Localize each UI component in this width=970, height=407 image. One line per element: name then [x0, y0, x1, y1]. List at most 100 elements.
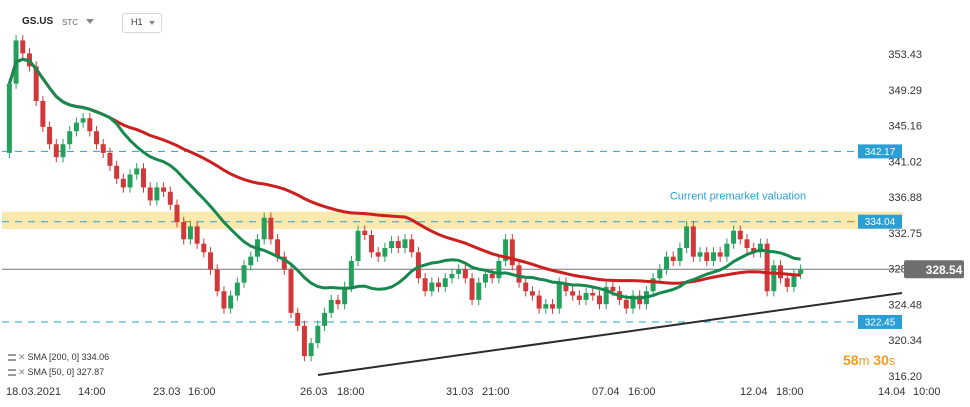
candle-body [798, 269, 804, 274]
candle-body [60, 144, 66, 158]
candle-body [657, 269, 663, 279]
x-tick-label: 18:00 [776, 386, 804, 398]
countdown-seconds: 30 [873, 352, 889, 368]
level-tag [858, 214, 902, 229]
candle-body [415, 252, 421, 279]
candle-body [308, 343, 314, 357]
candle-body [476, 282, 482, 300]
settings-icon[interactable] [8, 354, 16, 362]
sma50-legend[interactable]: ✕ SMA [50, 0] 327.87 [8, 367, 104, 378]
candle-body [201, 243, 207, 253]
symbol-label[interactable]: GS.US [22, 16, 54, 27]
candle-body [107, 152, 113, 166]
candle-body [402, 239, 408, 248]
y-tick-label: 341.02 [888, 156, 922, 168]
candle-body [348, 260, 354, 287]
close-icon[interactable]: ✕ [18, 367, 26, 377]
x-tick-label: 23.03 [153, 386, 181, 398]
sma200-legend[interactable]: ✕ SMA [200, 0] 334.06 [8, 352, 109, 363]
candle-body [295, 312, 301, 326]
x-tick-label: 18.03.2021 [6, 386, 61, 398]
candle-body [462, 269, 468, 279]
countdown-m: m [858, 353, 870, 368]
candle-body [536, 295, 542, 309]
candle-body [47, 126, 53, 145]
x-tick-label: 10:00 [913, 386, 941, 398]
candle-body [704, 252, 710, 261]
candle-body [744, 239, 750, 248]
y-tick-label: 345.16 [888, 121, 922, 133]
candle-body [87, 118, 93, 132]
candle-body [630, 295, 636, 309]
sma200-value: 334.06 [81, 352, 110, 362]
settings-icon[interactable] [8, 369, 16, 377]
trend-line [317, 291, 903, 376]
level-label: 334.04 [865, 217, 896, 228]
candle-body [516, 265, 522, 283]
candle-body [496, 260, 502, 279]
candle-body [429, 282, 435, 292]
candle-body [764, 243, 770, 292]
level-tag [858, 144, 902, 159]
timeframe-select[interactable]: H1 [122, 13, 162, 33]
chart-toolbar: GS.US STC H1 [0, 0, 970, 34]
candle-body [436, 282, 442, 287]
candle-body [315, 325, 321, 344]
candle-body [603, 286, 609, 305]
candle-body [234, 282, 240, 296]
candle-body [187, 226, 193, 240]
level-label: 342.17 [865, 147, 896, 158]
candle-body [449, 273, 455, 279]
candle-body [161, 187, 167, 192]
candle-body [596, 295, 602, 305]
y-tick-label: 332.75 [888, 228, 922, 240]
sma200-name: SMA [200, 0] [27, 352, 80, 362]
level-tag [858, 314, 902, 329]
candle-body [328, 299, 334, 313]
chevron-down-icon[interactable] [86, 19, 94, 24]
candle-body [523, 282, 529, 292]
candle-body [40, 100, 46, 127]
candle-body [248, 256, 254, 266]
market-label[interactable]: STC [62, 18, 78, 27]
sma50-line [7, 57, 801, 300]
y-tick-label: 336.88 [888, 192, 922, 204]
candle-body [20, 40, 26, 54]
x-tick-label: 07.04 [592, 386, 620, 398]
x-tick-label: 16:00 [628, 386, 656, 398]
candle-body [710, 252, 716, 261]
candle-body [181, 222, 187, 240]
candle-body [469, 278, 475, 300]
candle-body [637, 295, 643, 305]
level-label: 322.45 [865, 317, 896, 328]
candle-body [268, 217, 274, 240]
candle-body [751, 247, 757, 253]
candle-body [355, 230, 361, 261]
candle-body [80, 118, 86, 123]
candle-body [94, 131, 100, 145]
close-icon[interactable]: ✕ [18, 352, 26, 362]
candle-body [288, 269, 294, 313]
candle-body [342, 286, 348, 305]
candle-body [73, 122, 79, 132]
candle-body [281, 256, 287, 270]
x-tick-label: 12.04 [740, 386, 768, 398]
y-tick-label: 320.34 [888, 335, 922, 347]
candle-body [221, 291, 227, 309]
candle-body [690, 226, 696, 257]
y-tick-label: 316.20 [888, 371, 922, 383]
candle-body [697, 252, 703, 257]
candle-body [362, 230, 368, 236]
candle-body [228, 295, 234, 309]
candle-body [368, 235, 374, 253]
candle-body [33, 66, 39, 101]
premarket-zone [2, 211, 902, 229]
last-price-tag [904, 260, 964, 279]
last-price-label: 328.54 [926, 263, 963, 277]
candle-body [556, 282, 562, 309]
candle-body [757, 243, 763, 253]
sma50-name: SMA [50, 0] [27, 367, 75, 377]
y-tick-label: 349.29 [888, 85, 922, 97]
candle-countdown: 58m 30s [843, 352, 895, 368]
